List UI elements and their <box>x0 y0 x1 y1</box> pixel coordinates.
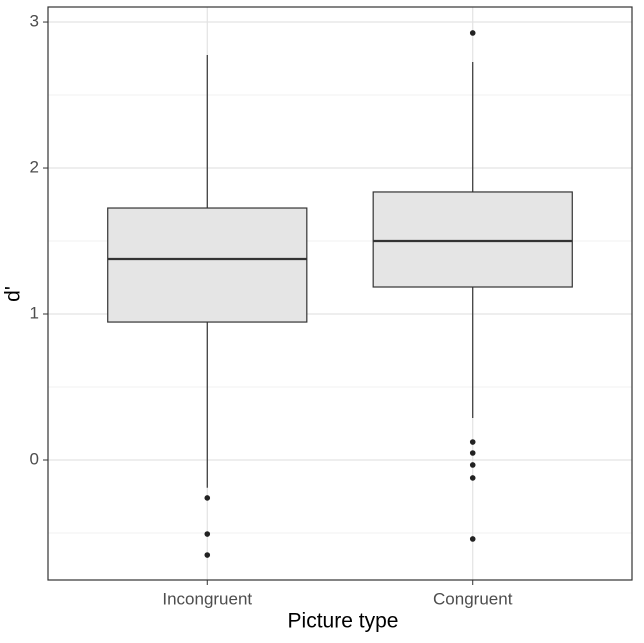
y-tick-label: 2 <box>30 158 39 177</box>
outlier <box>469 462 476 468</box>
box <box>372 191 573 288</box>
outlier <box>469 536 476 542</box>
outlier <box>469 475 476 481</box>
x-tick-label: Incongruent <box>162 589 252 608</box>
panel-border <box>47 6 633 581</box>
outlier <box>469 439 476 445</box>
y-axis-title: d' <box>2 286 25 302</box>
outlier <box>469 30 476 36</box>
y-tick-label: 1 <box>30 303 39 322</box>
x-axis-title: Picture type <box>288 610 399 633</box>
x-tick-label: Congruent <box>433 589 513 608</box>
outlier <box>204 495 211 501</box>
outlier <box>204 531 211 537</box>
outlier <box>469 450 476 456</box>
box <box>107 207 308 323</box>
outlier <box>204 552 211 558</box>
y-tick-label: 0 <box>30 449 39 468</box>
y-tick-label: 3 <box>30 12 39 31</box>
